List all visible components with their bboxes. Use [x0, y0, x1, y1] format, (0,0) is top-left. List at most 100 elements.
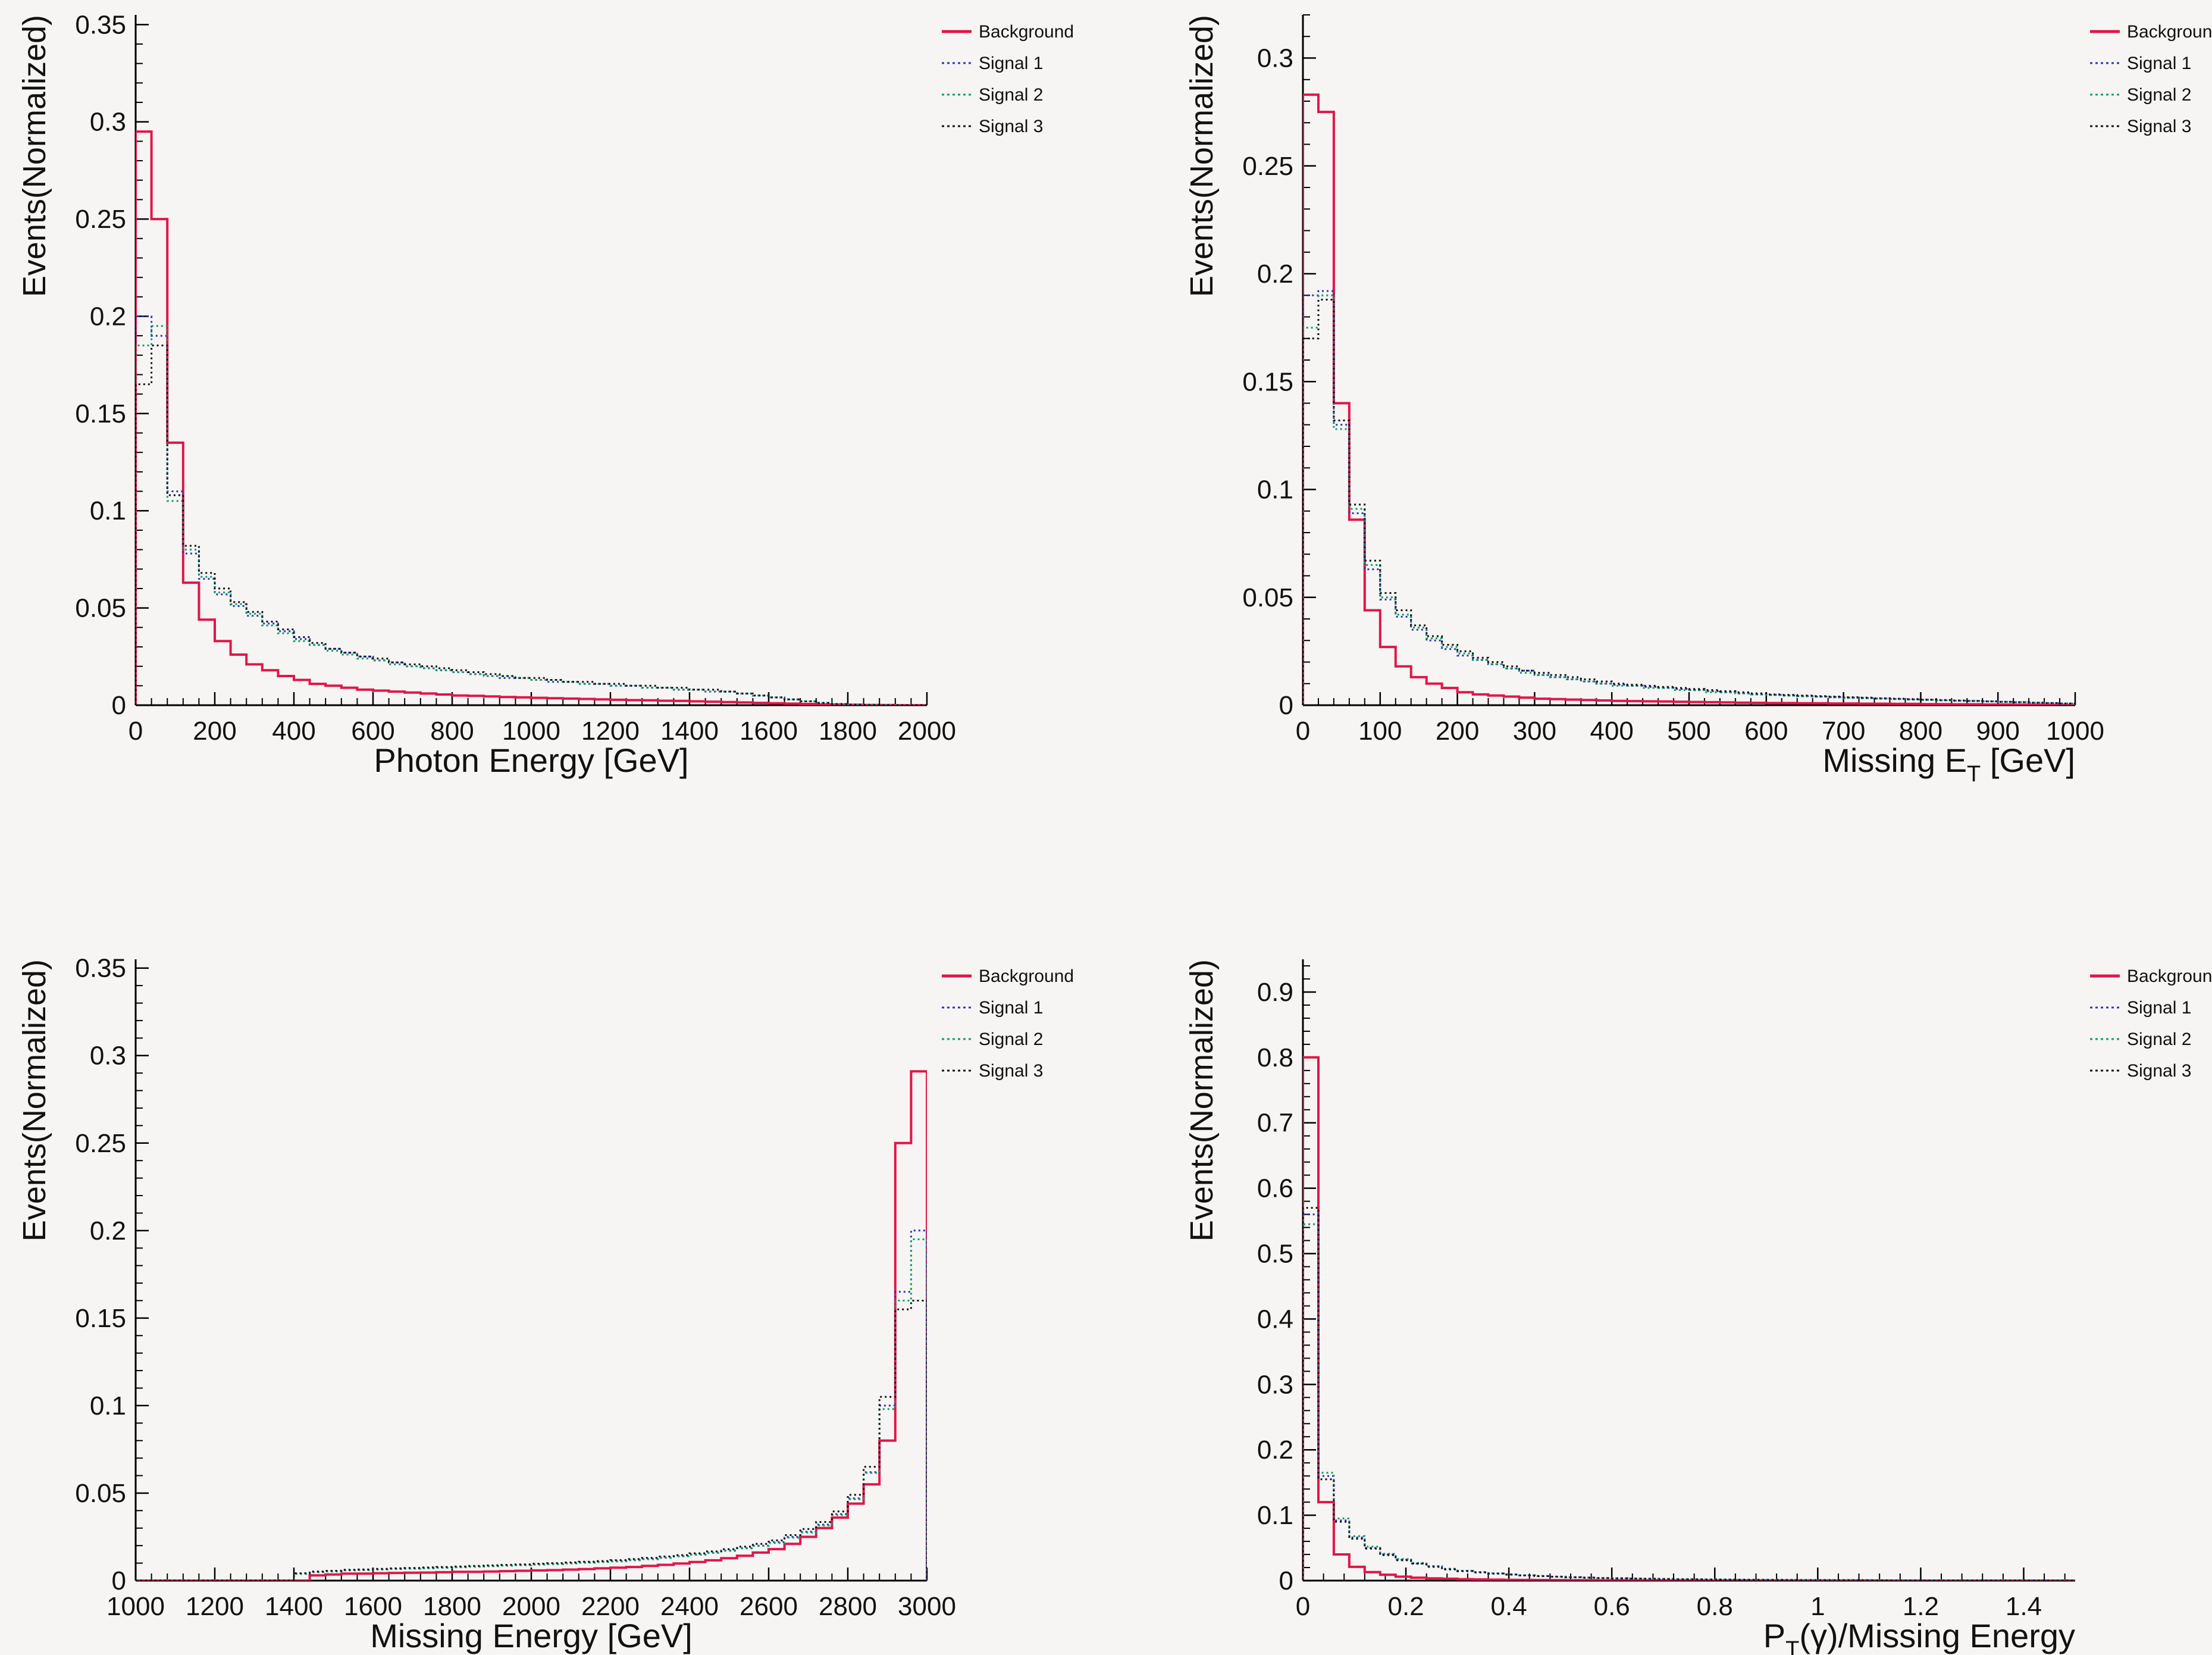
- series-signal-3-line: [136, 345, 927, 705]
- legend-label: Background: [979, 22, 1074, 42]
- x-tick-label: 0.2: [1387, 1592, 1424, 1621]
- y-tick-label: 0.15: [75, 1304, 126, 1333]
- x-tick-label: 1800: [423, 1592, 481, 1621]
- x-tick-label: 0: [1296, 1592, 1310, 1621]
- x-tick-label: 1.2: [1903, 1592, 1939, 1621]
- y-tick-label: 0.5: [1257, 1240, 1293, 1269]
- x-tick-label: 600: [351, 717, 394, 746]
- x-tick-label: 0.6: [1594, 1592, 1630, 1621]
- legend-item-signal-3: Signal 3: [942, 117, 1043, 136]
- x-axis-title: Photon Energy [GeV]: [374, 742, 688, 779]
- legend-item-signal-3: Signal 3: [2090, 117, 2191, 136]
- legend-item-signal-1: Signal 1: [2090, 998, 2191, 1018]
- legend-label: Signal 2: [979, 1030, 1043, 1049]
- legend-label: Background: [2127, 966, 2212, 986]
- y-tick-label: 0: [112, 691, 126, 720]
- series-signal-3-line: [136, 1300, 927, 1581]
- x-tick-label: 2200: [581, 1592, 640, 1621]
- x-tick-label: 1600: [344, 1592, 402, 1621]
- y-tick-label: 0.2: [90, 1216, 126, 1246]
- chart-photon-energy: 0 200 400 600 800 1000 1200 1400 1600 1800 2000 0 0.…: [17, 10, 1074, 779]
- x-tick-label: 0.8: [1697, 1592, 1733, 1621]
- y-tick-label: 0.4: [1257, 1304, 1293, 1334]
- y-tick-label: 0.3: [1257, 44, 1293, 73]
- series-signal-3-line: [1303, 299, 2075, 705]
- y-tick-label: 0: [1279, 1566, 1293, 1595]
- legend-label: Signal 1: [2127, 54, 2191, 73]
- y-tick-label: 0.15: [75, 399, 126, 428]
- x-tick-label: 1.4: [2006, 1592, 2042, 1621]
- series-background-line: [136, 1070, 927, 1581]
- y-axis-title: Events(Normalized): [17, 15, 52, 297]
- y-tick-label: 0.7: [1257, 1109, 1293, 1138]
- x-axis-title: PT(γ)/Missing Energy: [1763, 1617, 2075, 1655]
- y-tick-label: 0.05: [75, 594, 126, 623]
- y-tick-label: 0.1: [1257, 1501, 1293, 1530]
- legend-label: Signal 3: [2127, 1061, 2191, 1081]
- y-tick-label: 0.1: [90, 1391, 126, 1421]
- x-tick-label: 100: [1358, 717, 1402, 746]
- legend-label: Signal 2: [2127, 1030, 2191, 1049]
- y-tick-label: 0.05: [75, 1479, 126, 1508]
- y-tick-label: 0.3: [1257, 1370, 1293, 1399]
- x-tick-label: 2600: [740, 1592, 798, 1621]
- x-tick-label: 2000: [898, 717, 956, 746]
- series-background-line: [1303, 1056, 2075, 1581]
- x-tick-label: 1800: [819, 717, 877, 746]
- y-tick-label: 0.25: [75, 205, 126, 234]
- y-axis-title: Events(Normalized): [1184, 959, 1220, 1241]
- legend-item-background: Background: [2090, 22, 2212, 42]
- y-tick-label: 0.8: [1257, 1043, 1293, 1072]
- x-tick-label: 1000: [106, 1592, 165, 1621]
- chart-pt-ratio: 0 0.2 0.4 0.6 0.8 1 1.2 1.4 0 0.1 0.2 0.3 0.4 0.5 0.6 0…: [1184, 959, 2212, 1655]
- x-tick-label: 0: [1296, 717, 1310, 746]
- x-axis-title: Missing Energy [GeV]: [370, 1617, 693, 1654]
- chart-missing-et: 0 100 200 300 400 500 600 700 800 900 1000 0 0.05 0.1…: [1184, 14, 2212, 787]
- x-tick-label: 2000: [502, 1592, 560, 1621]
- x-tick-label: 1000: [502, 717, 560, 746]
- legend-item-signal-3: Signal 3: [942, 1061, 1043, 1081]
- series-background-line: [1303, 93, 2075, 705]
- y-tick-label: 0.3: [90, 108, 126, 137]
- legend-label: Signal 3: [979, 117, 1043, 136]
- y-tick-label: 0.2: [90, 302, 126, 331]
- x-tick-label: 600: [1744, 717, 1788, 746]
- y-tick-label: 0.15: [1242, 367, 1293, 396]
- x-tick-label: 1600: [740, 717, 798, 746]
- legend-item-signal-2: Signal 2: [942, 1030, 1043, 1049]
- legend-item-background: Background: [942, 966, 1074, 986]
- legend-label: Signal 1: [979, 998, 1043, 1018]
- x-tick-label: 800: [1899, 717, 1942, 746]
- x-tick-label: 1200: [186, 1592, 244, 1621]
- y-tick-label: 0: [1279, 691, 1293, 720]
- y-tick-label: 0.35: [75, 10, 126, 39]
- x-tick-label: 2800: [819, 1592, 877, 1621]
- x-tick-label: 0.4: [1491, 1592, 1527, 1621]
- x-tick-label: 300: [1513, 717, 1556, 746]
- legend-label: Signal 3: [2127, 117, 2191, 136]
- y-tick-label: 0.6: [1257, 1174, 1293, 1203]
- legend-label: Background: [2127, 22, 2212, 42]
- x-axis-title: Missing ET [GeV]: [1822, 742, 2075, 787]
- y-axis-title: Events(Normalized): [1184, 15, 1220, 297]
- series-signal-2-line: [136, 325, 927, 705]
- legend-item-signal-2: Signal 2: [942, 85, 1043, 105]
- legend-item-background: Background: [942, 22, 1074, 42]
- legend-item-signal-1: Signal 1: [942, 998, 1043, 1018]
- y-tick-label: 0.2: [1257, 259, 1293, 289]
- series-signal-2-line: [1303, 294, 2075, 705]
- series-signal-1-line: [136, 315, 927, 705]
- x-tick-label: 900: [1976, 717, 2019, 746]
- y-tick-label: 0.9: [1257, 978, 1293, 1007]
- series-background-line: [136, 130, 927, 705]
- legend-item-signal-1: Signal 1: [2090, 54, 2191, 73]
- x-tick-label: 1: [1810, 1592, 1825, 1621]
- legend-item-signal-1: Signal 1: [942, 54, 1043, 73]
- series-signal-1-line: [1303, 290, 2075, 705]
- x-tick-label: 1000: [2046, 717, 2104, 746]
- y-tick-label: 0.2: [1257, 1435, 1293, 1465]
- legend-item-signal-3: Signal 3: [2090, 1061, 2191, 1081]
- x-tick-label: 400: [1590, 717, 1633, 746]
- legend-label: Signal 2: [2127, 85, 2191, 105]
- y-tick-label: 0: [112, 1566, 126, 1595]
